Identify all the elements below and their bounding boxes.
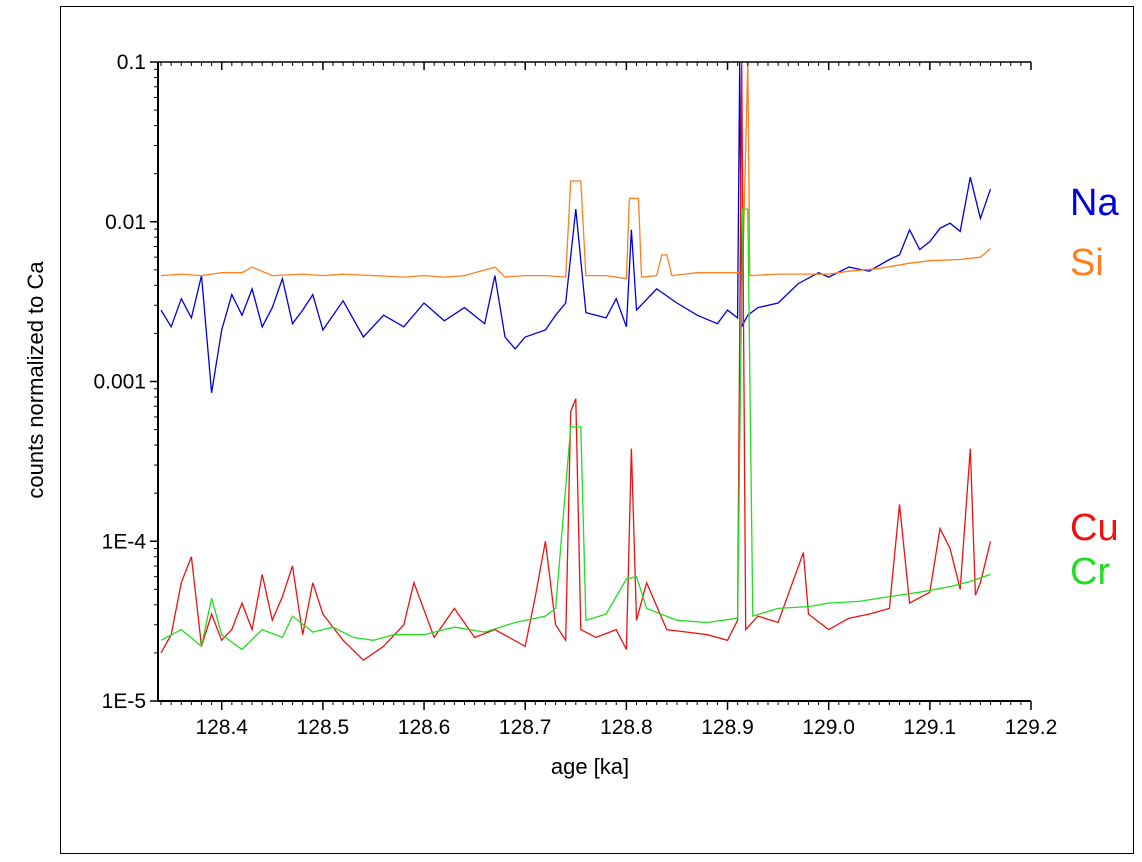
chart-frame — [60, 6, 1134, 854]
x-axis-title: age [ka] — [551, 754, 629, 779]
axes-layer: 128.4 128.5 128.6 128.7 128.8 128.9 129.0 129.1… — [93, 51, 1057, 739]
series-layer — [160, 61, 992, 662]
legend-label-cr: Cr — [1070, 551, 1110, 593]
x-tick-label: 128.7 — [499, 716, 552, 739]
x-tick-label: 128.9 — [701, 716, 754, 739]
y-tick-label: 0.1 — [117, 51, 146, 74]
series-line-cr — [160, 208, 991, 651]
y-tick-label: 0.001 — [93, 371, 146, 394]
y-tick-label: 0.01 — [105, 211, 146, 234]
x-tick-label: 128.8 — [600, 716, 653, 739]
y-tick-label: 1E-5 — [102, 690, 146, 713]
x-tick-label: 129.1 — [904, 716, 957, 739]
legend-label-si: Si — [1070, 242, 1104, 284]
legend-label-na: Na — [1070, 182, 1119, 224]
legend-label-cu: Cu — [1070, 507, 1119, 549]
y-tick-label: 1E-4 — [102, 530, 147, 553]
series-line-cu — [160, 61, 992, 662]
series-line-si — [160, 61, 991, 280]
series-line-na — [160, 61, 992, 393]
x-tick-label: 129.0 — [802, 716, 855, 739]
x-tick-label: 128.5 — [297, 716, 350, 739]
y-axis-title: counts normalized to Ca — [23, 261, 48, 499]
x-tick-label: 129.2 — [1005, 716, 1058, 739]
x-tick-label: 128.4 — [195, 716, 248, 739]
x-tick-label: 128.6 — [398, 716, 451, 739]
